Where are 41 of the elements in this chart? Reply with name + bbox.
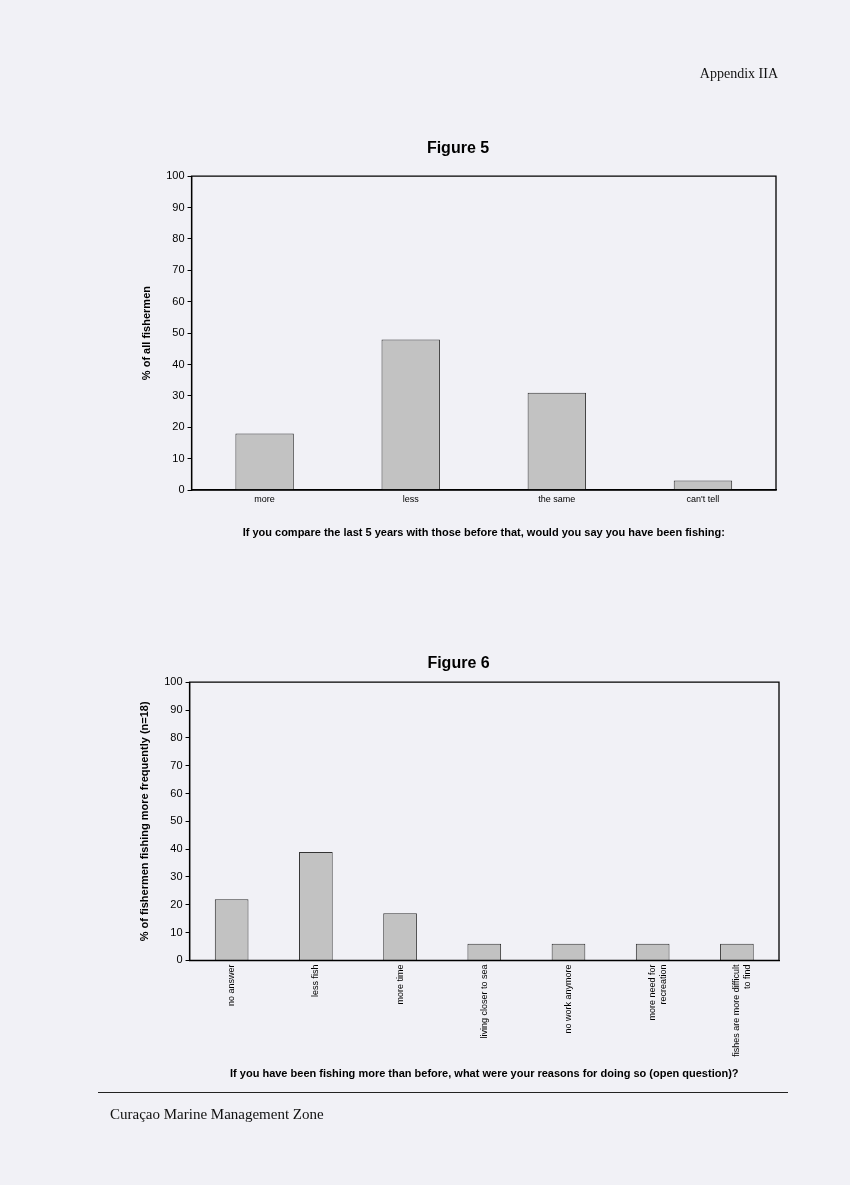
y-tick-label: 50 — [172, 326, 185, 339]
y-tick-label: 10 — [172, 451, 185, 464]
y-axis-title: % of all fishermen — [139, 285, 152, 381]
y-tick-label: 70 — [170, 758, 183, 771]
x-tick-label: more — [254, 493, 275, 504]
y-tick-label: 20 — [172, 420, 185, 433]
x-tick-label: living closer to sea — [478, 964, 489, 1039]
chart-title: Figure 6 — [427, 654, 490, 672]
x-tick-label: the same — [538, 493, 576, 504]
y-tick-label: 0 — [176, 953, 183, 966]
x-tick-label: more need for recreation — [647, 964, 668, 1021]
y-tick-label: 80 — [172, 231, 185, 244]
y-tick-label: 40 — [170, 842, 183, 855]
text: Curaçao Marine Management Zone — [110, 1106, 324, 1123]
x-axis-title: If you compare the last 5 years with those before that, would you say you have been fishing: — [242, 526, 725, 539]
y-tick-label: 30 — [172, 388, 185, 401]
y-tick-label: 90 — [172, 200, 185, 213]
x-axis-title: If you have been fishing more than before, what were your reasons for doing so (open question)? — [230, 1067, 739, 1080]
y-tick-label: 80 — [170, 730, 183, 743]
x-tick-label: less fish — [310, 964, 321, 997]
y-tick-label: 60 — [170, 786, 183, 799]
y-tick-label: 100 — [164, 675, 183, 688]
x-tick-label: can't tell — [686, 493, 720, 504]
y-tick-label: 30 — [170, 869, 183, 882]
y-tick-label: 100 — [166, 169, 185, 182]
y-tick-label: 40 — [172, 357, 185, 370]
y-axis-title: % of fishermen fishing more frequently (n=18) — [137, 701, 150, 942]
x-tick-label: no work anymore — [562, 964, 573, 1034]
y-tick-label: 70 — [172, 263, 185, 276]
x-tick-label: more time — [394, 964, 405, 1005]
y-tick-label: 60 — [172, 294, 185, 307]
y-tick-label: 0 — [178, 483, 185, 496]
chart-title: Figure 5 — [426, 139, 490, 157]
x-tick-label: fishes are more difficult to find — [731, 963, 753, 1057]
x-tick-label: less — [402, 493, 420, 504]
y-tick-label: 90 — [170, 703, 183, 716]
y-tick-label: 50 — [170, 814, 183, 827]
y-tick-label: 10 — [170, 925, 183, 938]
text: Appendix IIA — [699, 66, 778, 82]
y-tick-label: 20 — [170, 897, 183, 910]
x-tick-label: no answer — [226, 964, 237, 1006]
